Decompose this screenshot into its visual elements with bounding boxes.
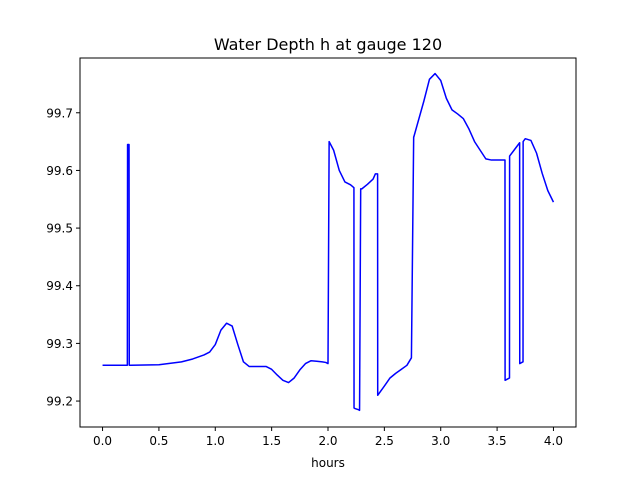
y-axis: 99.2 99.3 99.4 99.5 99.6 99.7 bbox=[46, 106, 80, 409]
series-layer bbox=[102, 72, 555, 412]
x-tick-label: 3.0 bbox=[431, 434, 450, 448]
x-tick-label: 0.5 bbox=[149, 434, 168, 448]
x-tick-label: 1.0 bbox=[206, 434, 225, 448]
x-tick-label: 3.5 bbox=[488, 434, 507, 448]
x-axis-label: hours bbox=[311, 456, 345, 470]
y-tick-label: 99.5 bbox=[46, 222, 73, 236]
series-line-1 bbox=[102, 72, 555, 412]
x-tick-label: 2.5 bbox=[375, 434, 394, 448]
x-tick-label: 4.0 bbox=[544, 434, 563, 448]
x-axis: 0.0 0.5 1.0 1.5 2.0 2.5 3.0 3.5 4.0 bbox=[93, 427, 563, 448]
x-tick-label: 2.0 bbox=[318, 434, 337, 448]
y-tick-label: 99.3 bbox=[46, 337, 73, 351]
x-tick-label: 0.0 bbox=[93, 434, 112, 448]
x-tick-label: 1.5 bbox=[262, 434, 281, 448]
y-tick-label: 99.2 bbox=[46, 395, 73, 409]
y-tick-label: 99.4 bbox=[46, 279, 73, 293]
y-tick-label: 99.6 bbox=[46, 164, 73, 178]
y-tick-label: 99.7 bbox=[46, 106, 73, 120]
chart-title: Water Depth h at gauge 120 bbox=[214, 35, 442, 54]
